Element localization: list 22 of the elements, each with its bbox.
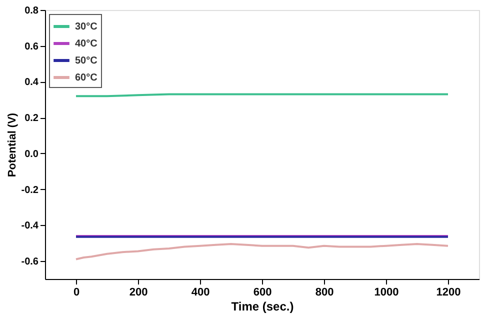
- x-tick-label: 1000: [374, 286, 399, 298]
- x-tick-label: 200: [129, 286, 148, 298]
- y-tick-label: 0.6: [24, 41, 39, 52]
- y-tick-label: 0.4: [24, 77, 39, 88]
- y-tick-label: 0.0: [24, 148, 39, 160]
- line-series: [75, 243, 449, 260]
- legend-label: 50°C: [75, 56, 98, 66]
- x-tick-label: 600: [253, 286, 272, 298]
- legend-label: 60°C: [75, 72, 98, 84]
- y-tick-label: -0.4: [21, 220, 39, 232]
- x-tick-label: 0: [73, 286, 80, 298]
- x-tick-label: 1200: [436, 286, 461, 298]
- y-tick-label: -0.6: [21, 256, 39, 268]
- y-tick-label: 0.2: [24, 113, 39, 124]
- legend-label: 30°C: [75, 22, 98, 32]
- y-tick-label: 0.8: [24, 6, 39, 16]
- x-axis-title: Time (sec.): [231, 300, 294, 314]
- y-tick-label: -0.2: [21, 184, 39, 196]
- legend-label: 40°C: [75, 38, 98, 50]
- x-tick-label: 800: [315, 286, 334, 298]
- x-tick-label: 400: [191, 286, 210, 298]
- y-axis-title: Potential (V): [6, 112, 18, 178]
